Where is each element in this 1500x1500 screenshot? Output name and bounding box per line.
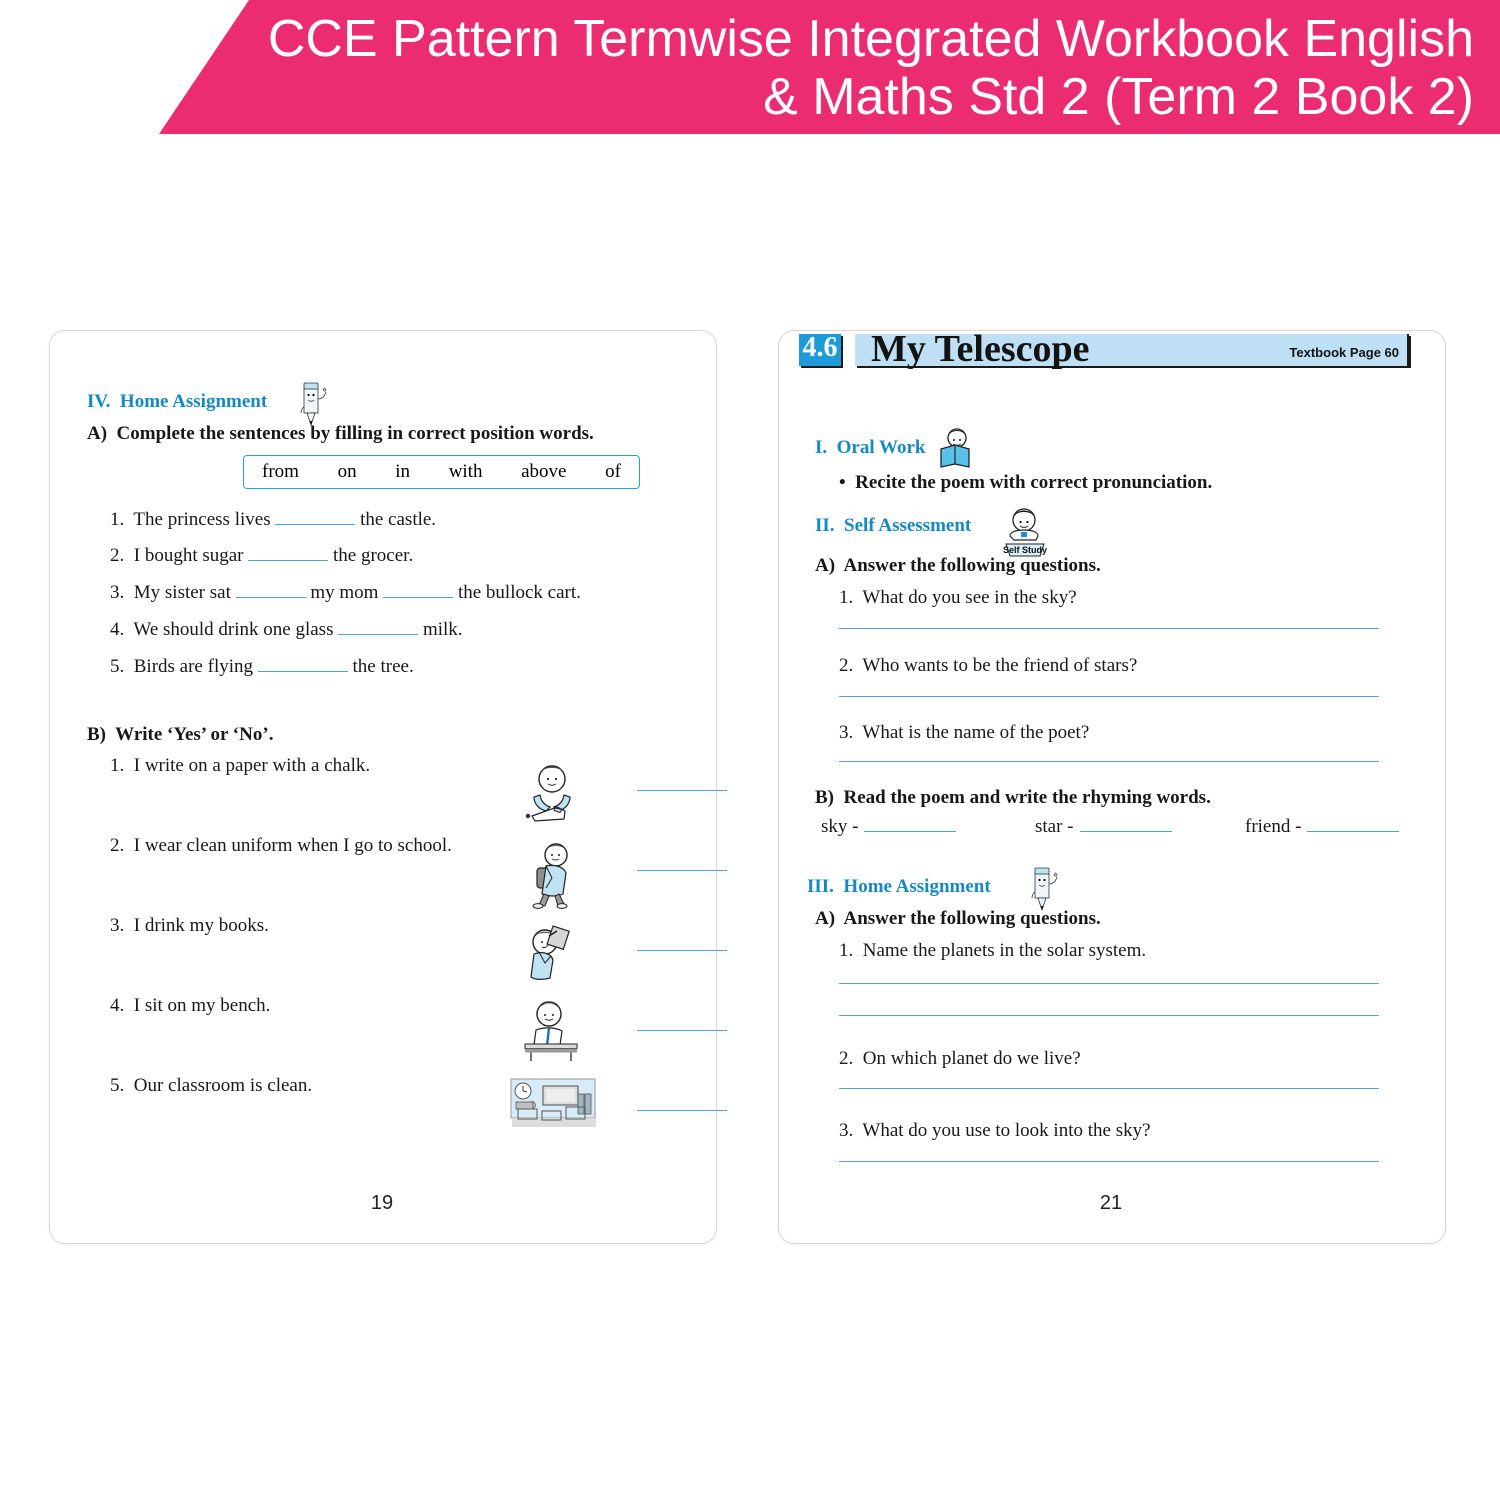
svg-text:Self Study: Self Study: [1003, 545, 1047, 555]
